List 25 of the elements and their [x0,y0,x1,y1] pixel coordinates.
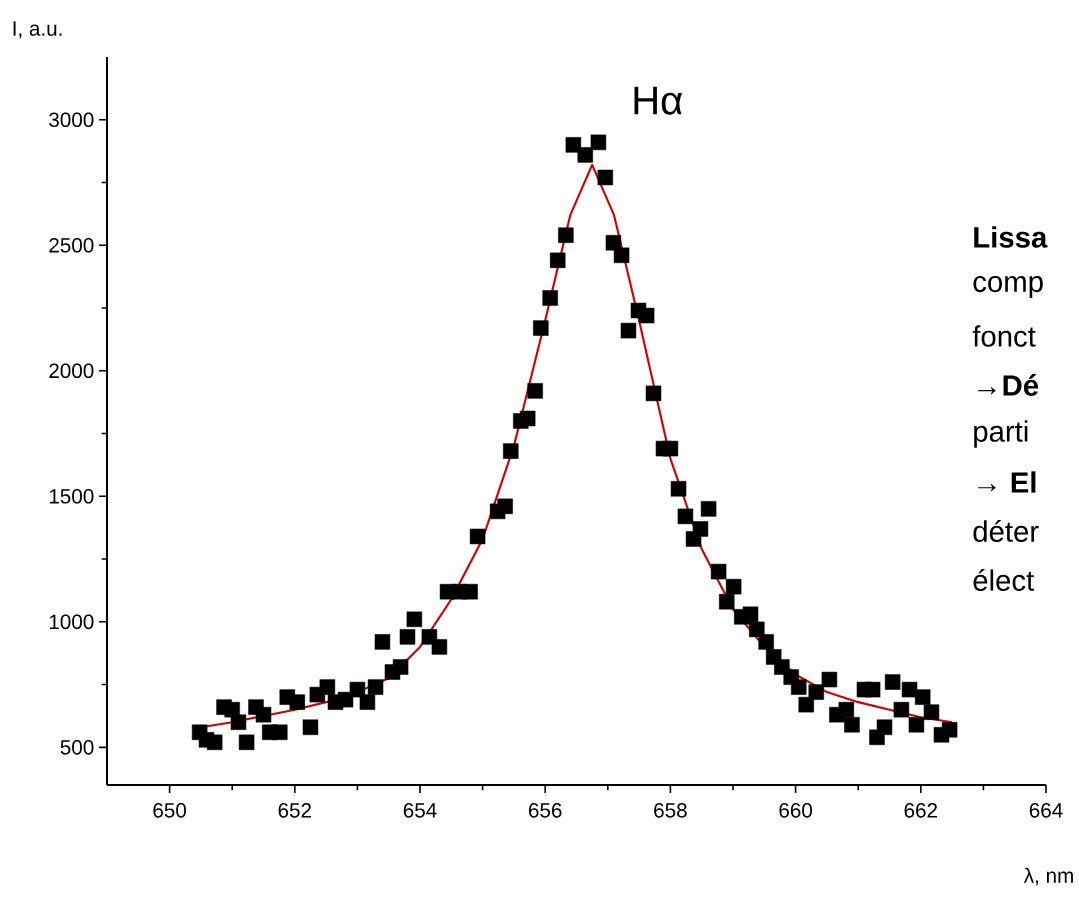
annotation: → El [978,471,1036,493]
y-tick-label: 3000 [49,112,94,128]
annotation: fonct [972,325,1036,347]
y-tick-label: 1500 [49,488,94,504]
y-tick-label: 1000 [49,614,94,630]
annotation: comp [973,276,1043,298]
x-tick-label: 654 [403,803,437,818]
x-tick-label: 656 [529,803,562,818]
annotation: Lissa [974,226,1048,248]
y-tick-label: 500 [60,740,94,755]
y-tick-label: 2500 [49,237,94,253]
x-tick-label: 650 [153,803,187,818]
x-tick-label: 664 [1029,803,1063,818]
annotation: parti [974,420,1028,448]
x-tick-label: 658 [654,803,687,818]
annotation: →Dé [978,374,1039,396]
x-tick-label: 652 [278,803,311,818]
annotation: élect [973,569,1035,591]
x-tick-label: 660 [779,803,813,818]
y-tick-label: 2000 [49,363,94,379]
annotation: déter [973,520,1039,542]
x-tick-label: 662 [904,803,937,818]
text: Hα [634,86,683,115]
x-axis-title: λ, nm [1023,867,1073,886]
y-axis-title: I, a.u. [13,21,62,39]
